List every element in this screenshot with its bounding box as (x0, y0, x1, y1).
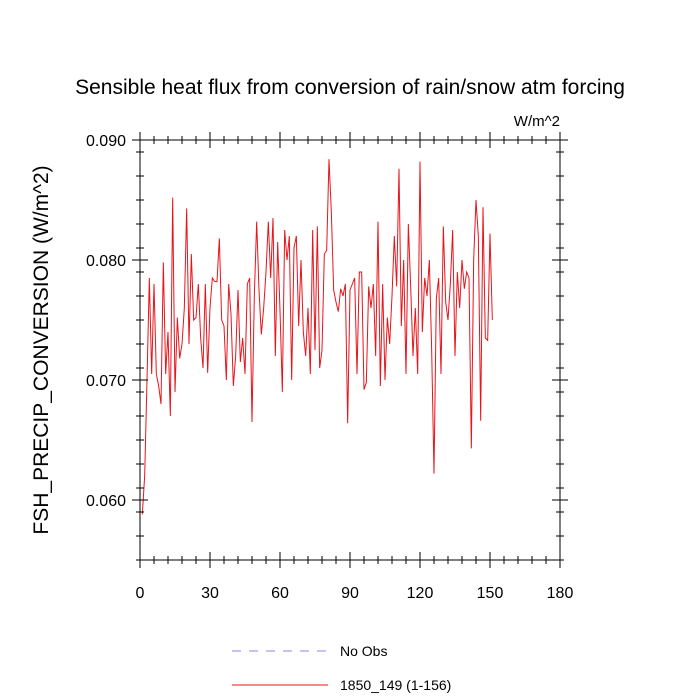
legend-label-1850-149: 1850_149 (1-156) (340, 677, 451, 693)
y-tick-label: 0.090 (86, 133, 126, 150)
y-axis-label: FSH_PRECIP_CONVERSION (W/m^2) (30, 165, 53, 534)
y-tick-label: 0.070 (86, 373, 126, 390)
x-tick-label: 90 (341, 585, 359, 602)
ticks-layer: 0 30 60 90 120 150 180 0.060 0.070 0.080 0.090 (86, 132, 573, 602)
x-tick-label: 180 (547, 585, 574, 602)
y-tick-label: 0.060 (86, 493, 126, 510)
y-tick-label: 0.080 (86, 253, 126, 270)
x-tick-label: 30 (201, 585, 219, 602)
plot-frame (139, 139, 561, 561)
x-tick-label: 0 (136, 585, 145, 602)
chart-units: W/m^2 (514, 113, 560, 130)
x-tick-label: 120 (407, 585, 434, 602)
series-layer (141, 159, 493, 515)
series-line-1850-149-1-156 (141, 159, 493, 515)
chart-title: Sensible heat flux from conversion of ra… (75, 76, 625, 99)
x-tick-label: 60 (271, 585, 289, 602)
legend: No Obs 1850_149 (1-156) (232, 643, 451, 693)
legend-label-no-obs: No Obs (340, 643, 387, 659)
x-tick-label: 150 (477, 585, 504, 602)
